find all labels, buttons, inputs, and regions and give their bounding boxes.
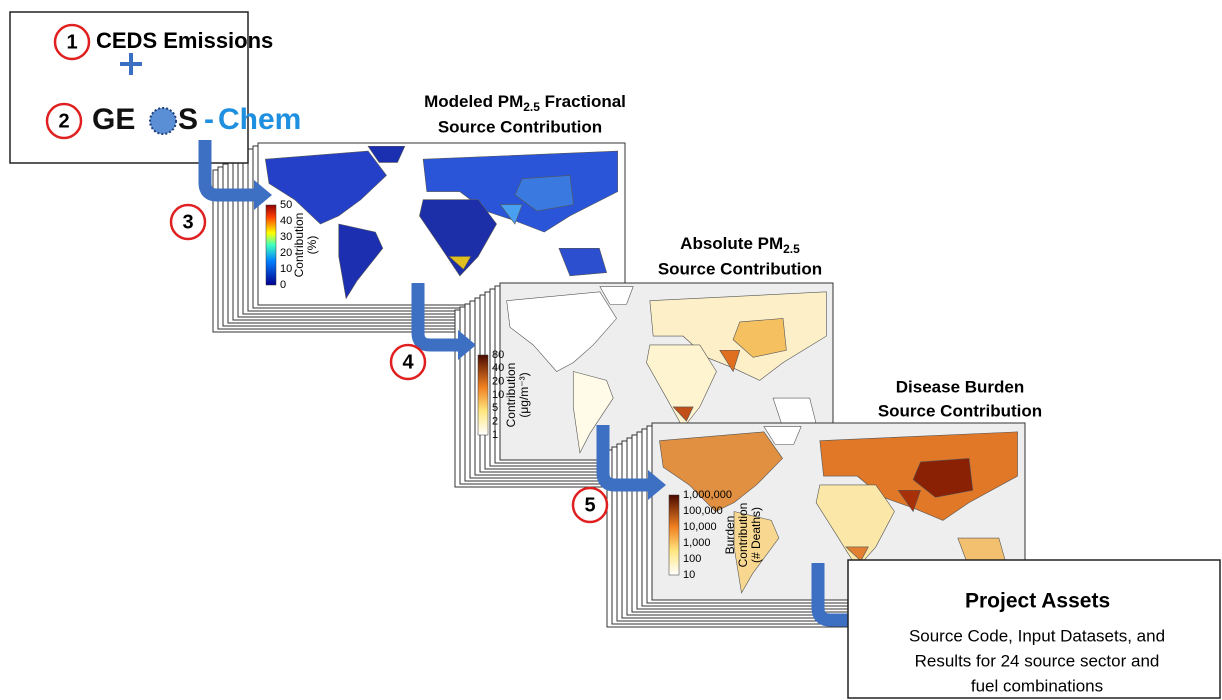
assets-line: Results for 24 source sector and: [915, 651, 1160, 670]
arrow-head: [648, 470, 666, 500]
colorbar-label: (μg/m⁻³): [517, 372, 531, 417]
colorbar-tick: 1: [492, 429, 498, 441]
panel-title: Source Contribution: [438, 117, 602, 136]
panel-title: Modeled PM2.5 Fractional: [424, 92, 626, 114]
assets-title: Project Assets: [965, 590, 1110, 613]
logo-chem: Chem: [218, 103, 301, 136]
logo-ge: GE: [92, 103, 135, 136]
assets-box: [847, 559, 1221, 699]
land: [732, 318, 787, 358]
panel-title: Source Contribution: [878, 401, 1042, 420]
logo-dash: -: [204, 103, 214, 136]
land: [448, 256, 472, 270]
arrow: [198, 140, 256, 202]
colorbar-tick: 5: [492, 402, 498, 414]
colorbar-tick: 50: [280, 199, 292, 211]
panel-title: Source Contribution: [658, 259, 822, 278]
step-number: 3: [182, 211, 193, 233]
arrow-head: [458, 330, 476, 360]
land: [514, 175, 574, 212]
land: [646, 344, 717, 429]
step-number: 5: [584, 494, 595, 516]
ceds-label: CEDS Emissions: [96, 28, 273, 53]
arrow: [411, 283, 460, 352]
colorbar: [477, 354, 489, 436]
colorbar-tick: 40: [492, 362, 504, 374]
land: [558, 248, 608, 277]
colorbar-tick: 10: [492, 389, 504, 401]
land: [264, 150, 387, 225]
land: [338, 223, 384, 300]
colorbar-tick: 2: [492, 416, 498, 428]
colorbar-tick: 10,000: [683, 521, 717, 533]
colorbar-tick: 1,000,000: [683, 489, 732, 501]
logo-s: S: [178, 103, 198, 136]
colorbar-label: Contribution: [292, 213, 306, 278]
panel-title: Absolute PM2.5: [680, 234, 800, 256]
arrow-head: [254, 180, 272, 210]
colorbar-label: (%): [305, 236, 319, 255]
land: [845, 546, 869, 562]
step-circle: [169, 203, 207, 241]
colorbar-tick: 30: [280, 231, 292, 243]
step-circle: [389, 343, 427, 381]
assets-line: Source Code, Input Datasets, and: [909, 626, 1165, 645]
plus-sign: [120, 53, 142, 75]
colorbar-label: (# Deaths): [749, 507, 763, 563]
land: [733, 511, 780, 594]
colorbar-tick: 20: [492, 376, 504, 388]
arrow: [811, 563, 866, 627]
land: [763, 426, 802, 445]
land: [659, 431, 783, 512]
step-circle: [45, 102, 83, 140]
colorbar-label: Contribution: [504, 363, 518, 428]
land: [572, 371, 614, 454]
colorbar-tick: 1,000: [683, 537, 711, 549]
input-box: [9, 11, 249, 164]
land: [897, 489, 921, 513]
land: [419, 199, 497, 277]
step-number: 1: [66, 31, 77, 53]
colorbar-tick: 10: [280, 263, 292, 275]
step-circle: [571, 486, 609, 524]
step-number: 4: [402, 351, 414, 373]
colorbar-tick: 80: [492, 349, 504, 361]
assets-line: fuel combinations: [971, 676, 1103, 695]
colorbar-label: Burden: [723, 516, 737, 555]
logo-globe: [149, 107, 177, 135]
colorbar-tick: 40: [280, 215, 292, 227]
colorbar-tick: 100,000: [683, 505, 723, 517]
colorbar-label: Contribution: [736, 503, 750, 568]
land: [499, 204, 523, 225]
land: [367, 145, 406, 163]
land: [672, 406, 694, 422]
land: [506, 291, 617, 372]
land: [912, 458, 974, 498]
colorbar-tick: 20: [280, 247, 292, 259]
land: [599, 286, 634, 305]
land: [815, 484, 895, 569]
panel-title: Disease Burden: [896, 377, 1025, 396]
colorbar-tick: 10: [683, 569, 695, 581]
colorbar-tick: 0: [280, 279, 286, 291]
colorbar: [265, 204, 277, 286]
colorbar: [668, 494, 680, 576]
arrow: [596, 425, 650, 492]
step-circle: [53, 23, 91, 61]
colorbar-tick: 100: [683, 553, 701, 565]
step-number: 2: [58, 110, 69, 132]
land: [719, 349, 741, 373]
